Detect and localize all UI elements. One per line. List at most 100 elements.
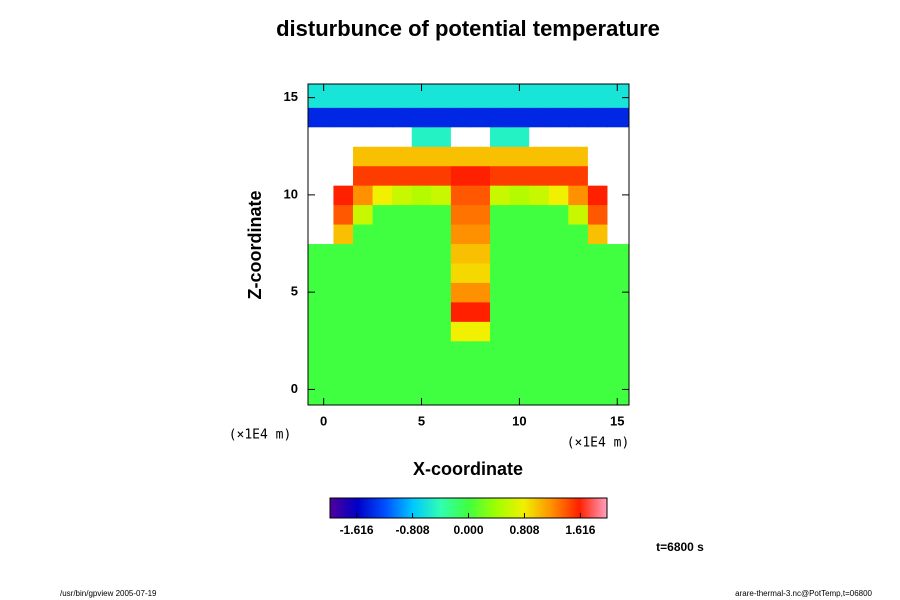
- heatmap-cell: [568, 126, 589, 147]
- heatmap-cell: [490, 282, 511, 303]
- heatmap-cell: [587, 126, 608, 147]
- heatmap-cell: [372, 340, 393, 361]
- heatmap-cell: [308, 282, 334, 303]
- heatmap-cell: [548, 262, 569, 283]
- heatmap-cell: [431, 243, 452, 264]
- heatmap-cell: [353, 126, 374, 147]
- heatmap-cell: [353, 204, 374, 225]
- heatmap-cell: [431, 165, 452, 186]
- heatmap-cell: [509, 224, 530, 245]
- heatmap-cell: [308, 84, 334, 108]
- heatmap-cell: [431, 262, 452, 283]
- heatmap-cell: [587, 107, 608, 128]
- heatmap-cell: [450, 165, 471, 186]
- heatmap-cell: [607, 204, 630, 225]
- heatmap-cell: [411, 165, 432, 186]
- heatmap-cell: [509, 107, 530, 128]
- heatmap-cell: [548, 146, 569, 167]
- heatmap-cell: [372, 360, 393, 381]
- heatmap-cell: [490, 379, 511, 406]
- heatmap-cell: [509, 243, 530, 264]
- heatmap-cell: [392, 379, 413, 406]
- heatmap-cell: [607, 379, 630, 406]
- heatmap-cell: [470, 360, 491, 381]
- heatmap-cell: [490, 126, 511, 147]
- chart-title: disturbunce of potential temperature: [276, 16, 660, 41]
- heatmap-cell: [372, 146, 393, 167]
- heatmap-cell: [431, 224, 452, 245]
- heatmap-cell: [431, 301, 452, 322]
- heatmap-cell: [372, 224, 393, 245]
- heatmap-cell: [568, 204, 589, 225]
- heatmap-cell: [431, 321, 452, 342]
- heatmap-cell: [548, 243, 569, 264]
- colorbar-tick-label: 0.808: [509, 523, 539, 537]
- heatmap-cell: [431, 360, 452, 381]
- heatmap-cell: [587, 165, 608, 186]
- heatmap-cell: [411, 224, 432, 245]
- heatmap-cell: [490, 84, 511, 108]
- heatmap-cell: [450, 262, 471, 283]
- heatmap-cell: [529, 321, 550, 342]
- heatmap-cell: [411, 282, 432, 303]
- heatmap-cell: [450, 340, 471, 361]
- heatmap-cell: [308, 107, 334, 128]
- heatmap-cell: [333, 126, 354, 147]
- heatmap-cell: [470, 146, 491, 167]
- heatmap-cell: [587, 301, 608, 322]
- heatmap-cell: [490, 262, 511, 283]
- heatmap-cell: [548, 84, 569, 108]
- heatmap-cell: [450, 107, 471, 128]
- heatmap-cell: [587, 224, 608, 245]
- heatmap-cell: [392, 360, 413, 381]
- heatmap-cell: [568, 379, 589, 406]
- heatmap-cell: [333, 224, 354, 245]
- heatmap-cell: [411, 185, 432, 206]
- heatmap-cell: [587, 204, 608, 225]
- heatmap-cell: [431, 146, 452, 167]
- heatmap-cell: [392, 301, 413, 322]
- heatmap-cell: [353, 301, 374, 322]
- heatmap-cell: [353, 379, 374, 406]
- heatmap-cell: [411, 243, 432, 264]
- heatmap-cell: [333, 146, 354, 167]
- heatmap-cell: [587, 379, 608, 406]
- heatmap-cell: [308, 340, 334, 361]
- heatmap-cell: [470, 84, 491, 108]
- heatmap-cell: [411, 301, 432, 322]
- heatmap-cell: [431, 126, 452, 147]
- heatmap-cell: [470, 243, 491, 264]
- heatmap-cell: [548, 204, 569, 225]
- footer-right: arare-thermal-3.nc@PotTemp,t=06800: [735, 589, 872, 598]
- heatmap-cell: [470, 340, 491, 361]
- y-axis-title: Z-coordinate: [245, 190, 265, 299]
- heatmap-cell: [568, 224, 589, 245]
- heatmap-cell: [308, 165, 334, 186]
- heatmap-cell: [607, 185, 630, 206]
- heatmap-cell: [529, 126, 550, 147]
- y-tick-label: 5: [291, 284, 298, 299]
- heatmap-cell: [308, 321, 334, 342]
- heatmap-cell: [450, 224, 471, 245]
- heatmap-cell: [411, 321, 432, 342]
- heatmap-cell: [548, 185, 569, 206]
- heatmap-cell: [529, 340, 550, 361]
- heatmap-cell: [353, 84, 374, 108]
- heatmap-cell: [587, 243, 608, 264]
- heatmap-cell: [333, 360, 354, 381]
- y-unit: (×1E4 m): [229, 428, 292, 443]
- heatmap-cell: [509, 204, 530, 225]
- heatmap-cell: [470, 107, 491, 128]
- heatmap-cell: [392, 84, 413, 108]
- heatmap-cell: [607, 126, 630, 147]
- heatmap-cell: [607, 243, 630, 264]
- heatmap-cell: [392, 107, 413, 128]
- heatmap-cell: [392, 340, 413, 361]
- heatmap-cell: [568, 301, 589, 322]
- heatmap-cell: [411, 340, 432, 361]
- heatmap-cell: [308, 262, 334, 283]
- heatmap-cell: [372, 321, 393, 342]
- heatmap-cell: [509, 321, 530, 342]
- heatmap-cell: [529, 243, 550, 264]
- heatmap-cell: [353, 185, 374, 206]
